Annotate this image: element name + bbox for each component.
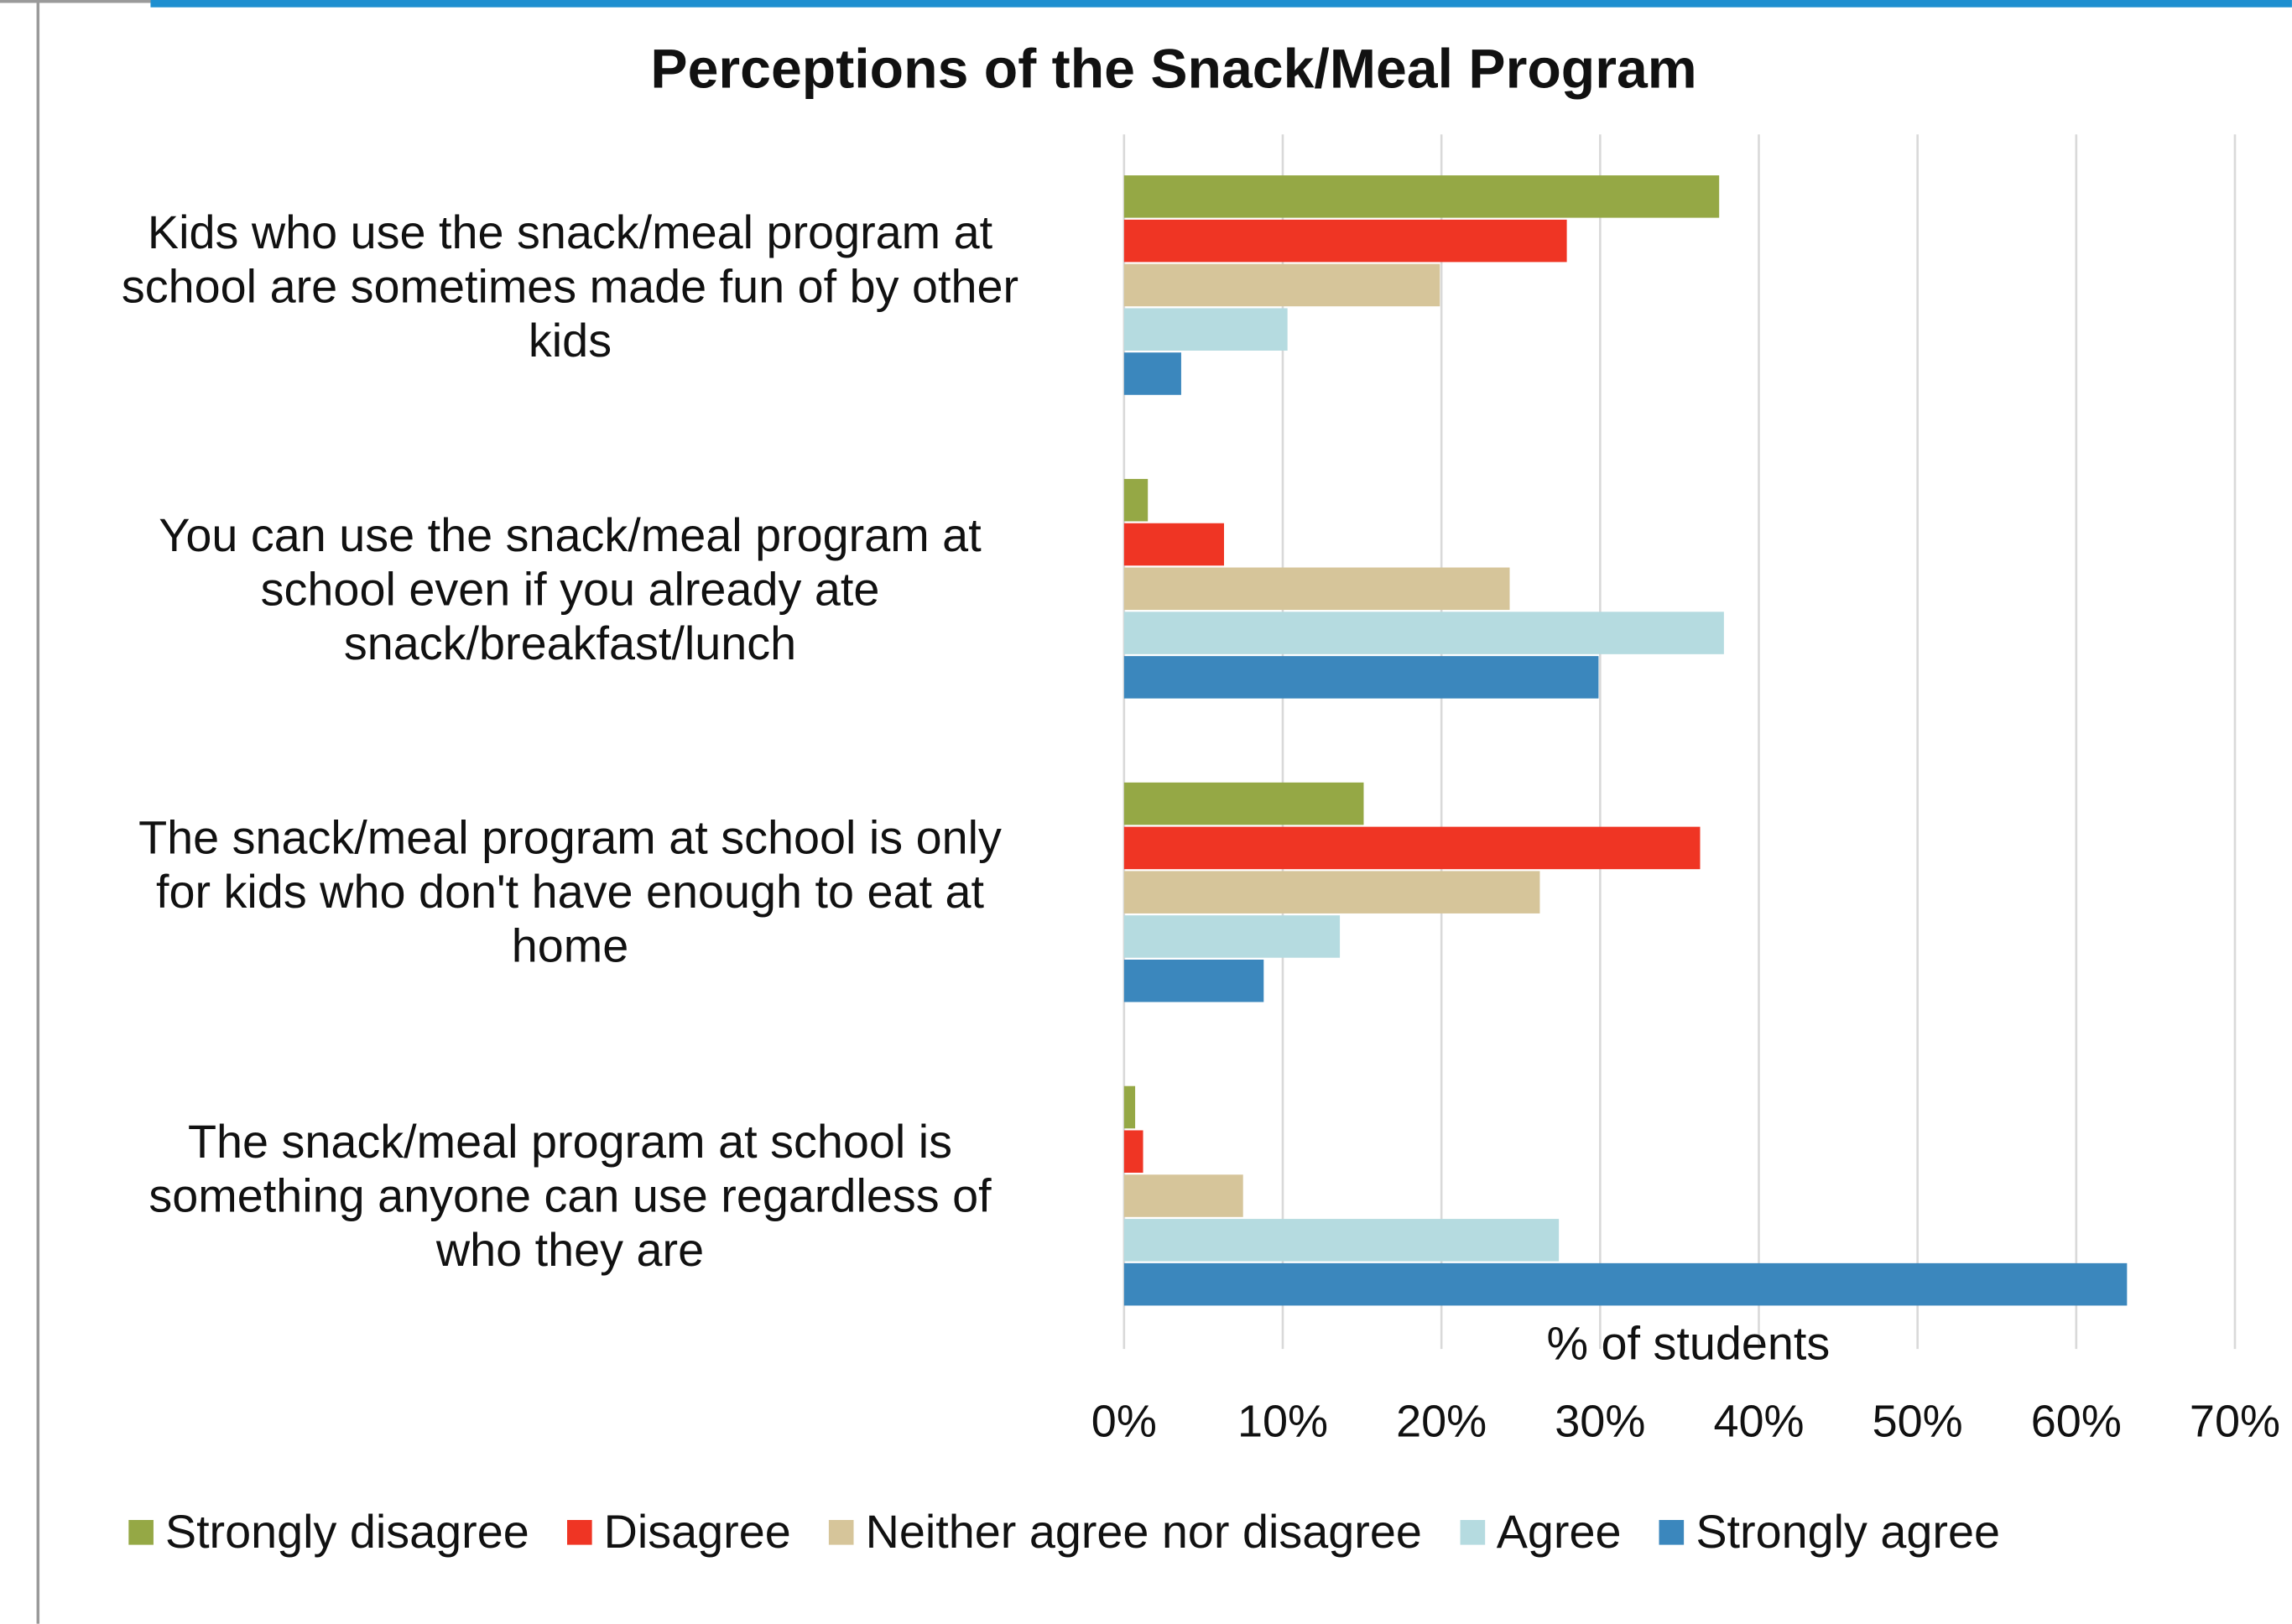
x-tick-label: 60% bbox=[2031, 1397, 2122, 1447]
category-label-line: Kids who use the snack/meal program at bbox=[147, 206, 993, 259]
x-tick-label: 20% bbox=[1396, 1397, 1487, 1447]
bar bbox=[1123, 1262, 2128, 1306]
legend-item: Agree bbox=[1460, 1505, 1622, 1559]
bar bbox=[1123, 478, 1149, 522]
top-border bbox=[0, 0, 151, 3]
bar bbox=[1123, 871, 1540, 914]
bar bbox=[1123, 308, 1288, 351]
bar bbox=[1123, 523, 1225, 566]
bar bbox=[1123, 567, 1510, 611]
bar bbox=[1123, 219, 1567, 263]
legend-label: Neither agree nor disagree bbox=[865, 1505, 1422, 1559]
category-label-line: something anyone can use regardless of bbox=[148, 1169, 992, 1222]
legend-label: Disagree bbox=[603, 1505, 791, 1559]
x-tick-label: 70% bbox=[2190, 1397, 2280, 1447]
legend-swatch bbox=[1659, 1519, 1685, 1544]
legend-swatch bbox=[829, 1519, 854, 1544]
top-accent-bar bbox=[150, 0, 2292, 8]
bar bbox=[1123, 175, 1720, 218]
chart-title: Perceptions of the Snack/Meal Program bbox=[650, 39, 1697, 102]
bar bbox=[1123, 1130, 1143, 1174]
bar bbox=[1123, 826, 1701, 870]
bar bbox=[1123, 656, 1599, 699]
category-label-line: school are sometimes made fun of by othe… bbox=[121, 260, 1019, 313]
category-label-line: home bbox=[511, 919, 629, 972]
legend-swatch bbox=[567, 1519, 592, 1544]
category-label-line: school even if you already ate bbox=[260, 562, 880, 616]
category-label-line: The snack/meal program at school is bbox=[187, 1115, 952, 1169]
legend-swatch bbox=[128, 1519, 154, 1544]
legend-item: Strongly agree bbox=[1659, 1505, 2000, 1559]
bar bbox=[1123, 612, 1724, 654]
legend-item: Strongly disagree bbox=[128, 1505, 529, 1559]
legend-label: Agree bbox=[1496, 1505, 1622, 1559]
legend-swatch bbox=[1460, 1519, 1485, 1544]
category-label-line: You can use the snack/meal program at bbox=[159, 508, 982, 562]
x-tick-label: 0% bbox=[1091, 1397, 1157, 1447]
category-label: Kids who use the snack/meal program at sc… bbox=[29, 206, 1111, 368]
category-label-line: kids bbox=[528, 314, 612, 367]
x-tick-label: 30% bbox=[1555, 1397, 1645, 1447]
left-border bbox=[36, 0, 40, 1624]
category-label-line: snack/breakfast/lunch bbox=[343, 617, 797, 669]
category-label-line: for kids who don't have enough to eat at bbox=[155, 865, 985, 919]
bar bbox=[1123, 959, 1264, 1002]
legend-label: Strongly agree bbox=[1696, 1505, 2000, 1559]
bar bbox=[1123, 352, 1181, 395]
category-label-line: who they are bbox=[435, 1223, 705, 1277]
legend-item: Neither agree nor disagree bbox=[829, 1505, 1422, 1559]
category-label: You can use the snack/meal program at sch… bbox=[29, 508, 1111, 670]
bar bbox=[1123, 915, 1341, 958]
x-tick-label: 40% bbox=[1713, 1397, 1804, 1447]
bar bbox=[1123, 263, 1440, 307]
bar bbox=[1123, 1085, 1136, 1129]
legend-label: Strongly disagree bbox=[164, 1505, 529, 1559]
chart-legend: Strongly disagree Disagree Neither agree n… bbox=[128, 1502, 2000, 1561]
bar bbox=[1123, 782, 1364, 825]
x-axis-title: % of students bbox=[1546, 1317, 1830, 1369]
category-label: The snack/meal program at school is only… bbox=[29, 811, 1111, 973]
bar bbox=[1123, 1219, 1560, 1262]
x-tick-label: 50% bbox=[1873, 1397, 1963, 1447]
legend-item: Disagree bbox=[567, 1505, 791, 1559]
bar bbox=[1123, 1174, 1243, 1217]
category-label: The snack/meal program at school is somet… bbox=[29, 1115, 1111, 1277]
x-tick-label: 10% bbox=[1237, 1397, 1328, 1447]
category-label-line: The snack/meal program at school is only bbox=[138, 810, 1002, 864]
